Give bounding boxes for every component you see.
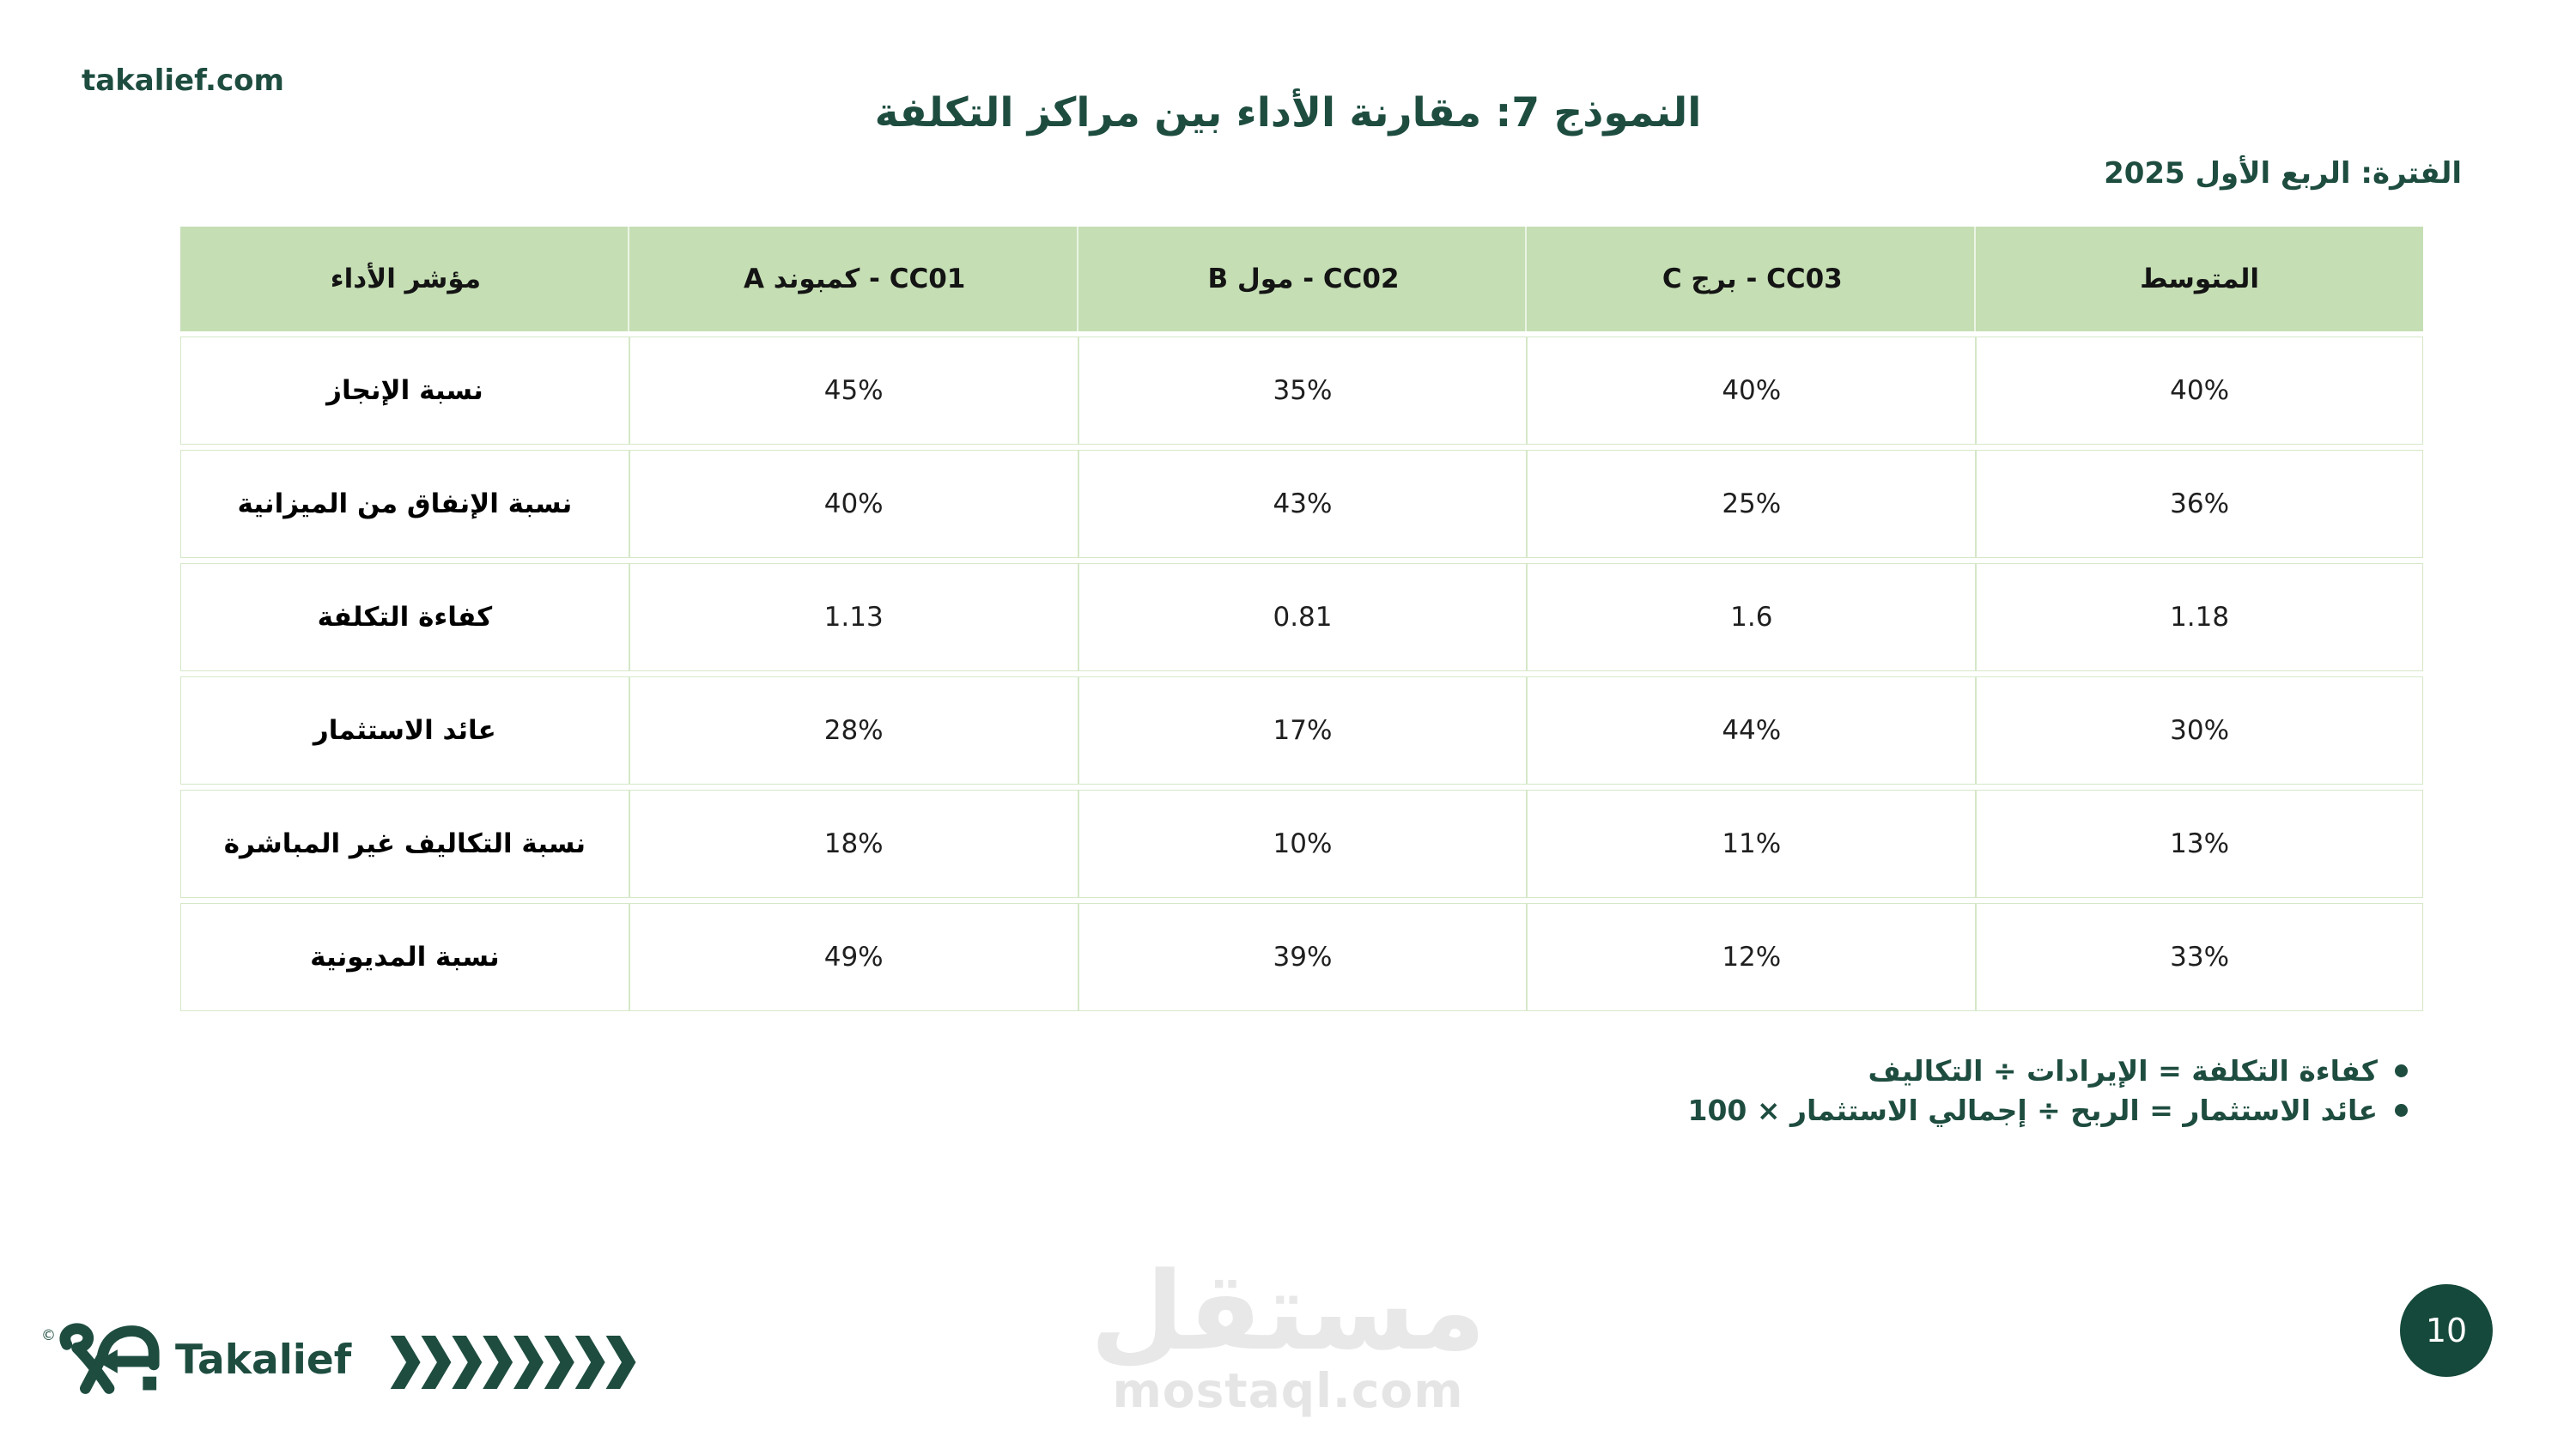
value-cell: 35% [1078, 336, 1528, 445]
value-cell: 40% [629, 450, 1078, 558]
bullet-icon [2395, 1064, 2408, 1077]
value-cell: 45% [629, 336, 1078, 445]
col-header-average: المتوسط [1976, 227, 2423, 331]
value-cell: 18% [629, 790, 1078, 898]
takalief-logo-icon [53, 1322, 163, 1397]
bullet-icon [2395, 1103, 2408, 1117]
site-url: takalief.com [82, 64, 284, 98]
chevrons-right-icon [386, 1336, 644, 1389]
value-cell: 11% [1527, 790, 1977, 898]
value-cell: 40% [1527, 336, 1977, 445]
table-row: نسبة المديونية 49% 39% 12% 33% [180, 903, 2423, 1011]
value-cell: 43% [1078, 450, 1528, 558]
value-cell: 10% [1078, 790, 1528, 898]
value-cell: 36% [1976, 450, 2423, 558]
value-cell: 28% [629, 676, 1078, 785]
indicator-cell: نسبة الإنفاق من الميزانية [180, 450, 629, 558]
value-cell: 0.81 [1078, 563, 1528, 671]
watermark: مستقل mostaql.com [1090, 1248, 1486, 1419]
value-cell: 13% [1976, 790, 2423, 898]
indicator-cell: نسبة المديونية [180, 903, 629, 1011]
col-header-cc03: CC03 - برج C [1527, 227, 1977, 331]
copyright-icon: © [41, 1327, 56, 1344]
watermark-domain: mostaql.com [1112, 1363, 1464, 1419]
indicator-cell: نسبة الإنجاز [180, 336, 629, 445]
period-label: الفترة: الربع الأول 2025 [2104, 156, 2462, 191]
indicator-cell: نسبة التكاليف غير المباشرة [180, 790, 629, 898]
watermark-arabic-logo: مستقل [1090, 1248, 1486, 1374]
value-cell: 1.18 [1976, 563, 2423, 671]
note-item: عائد الاستثمار = الربح ÷ إجمالي الاستثما… [1687, 1090, 2408, 1130]
table-row: نسبة التكاليف غير المباشرة 18% 10% 11% 1… [180, 790, 2423, 898]
note-item: كفاءة التكلفة = الإيرادات ÷ التكاليف [1687, 1051, 2408, 1090]
note-text: كفاءة التكلفة = الإيرادات ÷ التكاليف [1868, 1053, 2378, 1088]
col-header-cc01: CC01 - كمبوند A [629, 227, 1078, 331]
value-cell: 17% [1078, 676, 1528, 785]
indicator-cell: كفاءة التكلفة [180, 563, 629, 671]
table-row: نسبة الإنجاز 45% 35% 40% 40% [180, 336, 2423, 445]
page-number: 10 [2425, 1312, 2468, 1349]
formula-notes: كفاءة التكلفة = الإيرادات ÷ التكاليف عائ… [1687, 1051, 2408, 1130]
table-header-row: مؤشر الأداء CC01 - كمبوند A CC02 - مول B… [180, 227, 2423, 331]
brand-footer: © Takalief [41, 1322, 352, 1397]
value-cell: 40% [1976, 336, 2423, 445]
page-title: النموذج 7: مقارنة الأداء بين مراكز التكل… [874, 89, 1702, 136]
value-cell: 12% [1527, 903, 1977, 1011]
brand-name: Takalief [175, 1336, 352, 1384]
indicator-cell: عائد الاستثمار [180, 676, 629, 785]
value-cell: 25% [1527, 450, 1977, 558]
table-row: كفاءة التكلفة 1.13 0.81 1.6 1.18 [180, 563, 2423, 671]
value-cell: 33% [1976, 903, 2423, 1011]
performance-table: مؤشر الأداء CC01 - كمبوند A CC02 - مول B… [180, 221, 2423, 1016]
note-text: عائد الاستثمار = الربح ÷ إجمالي الاستثما… [1687, 1093, 2378, 1127]
table-row: نسبة الإنفاق من الميزانية 40% 43% 25% 36… [180, 450, 2423, 558]
value-cell: 49% [629, 903, 1078, 1011]
col-header-indicator: مؤشر الأداء [180, 227, 629, 331]
value-cell: 44% [1527, 676, 1977, 785]
value-cell: 1.6 [1527, 563, 1977, 671]
value-cell: 39% [1078, 903, 1528, 1011]
value-cell: 30% [1976, 676, 2423, 785]
page-number-badge: 10 [2400, 1284, 2493, 1377]
col-header-cc02: CC02 - مول B [1078, 227, 1528, 331]
value-cell: 1.13 [629, 563, 1078, 671]
table-row: عائد الاستثمار 28% 17% 44% 30% [180, 676, 2423, 785]
